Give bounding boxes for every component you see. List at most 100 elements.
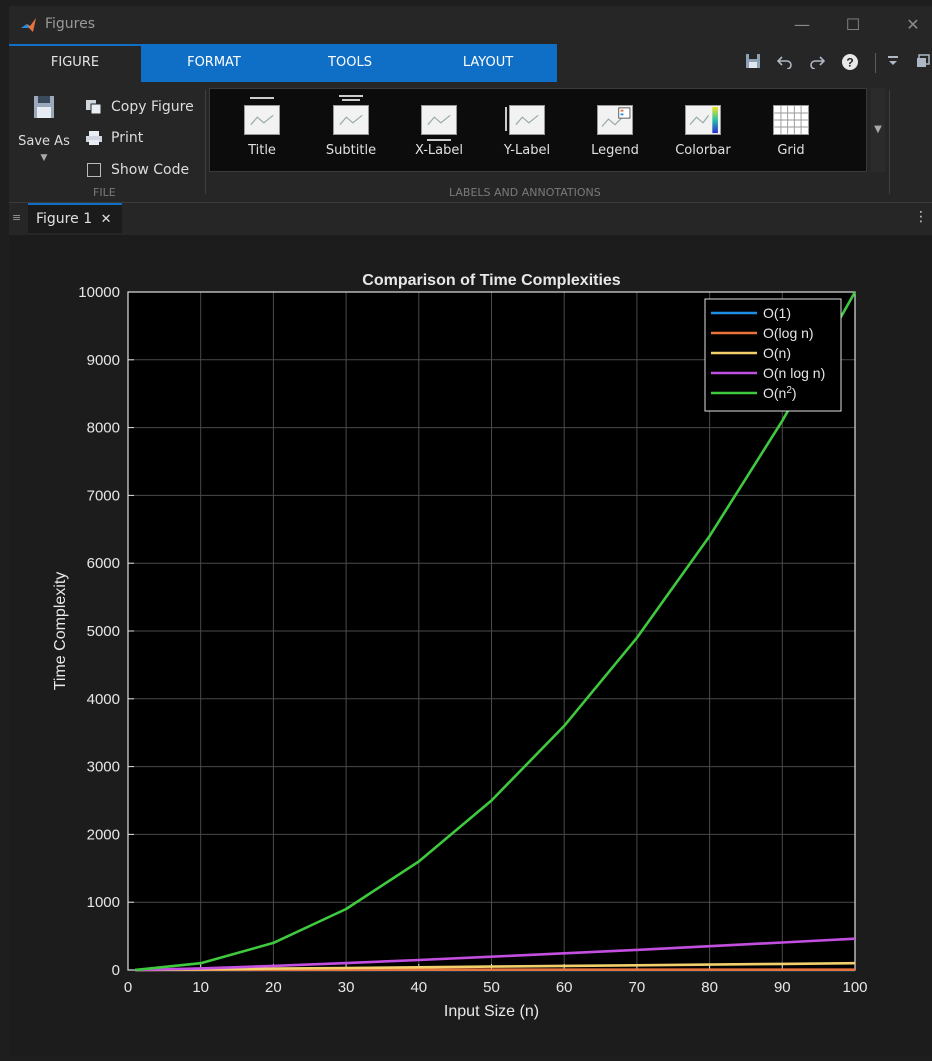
subtitle-button[interactable]: Subtitle bbox=[311, 89, 391, 173]
y-tick-label: 4000 bbox=[87, 691, 120, 708]
title-bar-glyph bbox=[250, 97, 274, 99]
x-tick-label: 40 bbox=[410, 979, 427, 996]
y-label-label: Y-Label bbox=[487, 143, 567, 158]
x-label-bar-glyph bbox=[427, 139, 451, 141]
x-axis-label: Input Size (n) bbox=[444, 1003, 539, 1020]
checkbox-box[interactable] bbox=[87, 163, 101, 177]
redo-icon[interactable] bbox=[806, 53, 828, 73]
tab-figure[interactable]: FIGURE bbox=[9, 44, 141, 82]
show-code-checkbox[interactable]: Show Code bbox=[85, 159, 189, 181]
legend-entry-0: O(1) bbox=[763, 305, 791, 321]
y-label-icon bbox=[509, 105, 545, 135]
tab-tools[interactable]: TOOLS bbox=[285, 44, 415, 82]
ribbon-tab-strip: FIGURE FORMAT TOOLS LAYOUT bbox=[9, 44, 557, 82]
show-code-label: Show Code bbox=[111, 162, 189, 178]
y-tick-label: 1000 bbox=[87, 894, 120, 911]
x-tick-label: 80 bbox=[701, 979, 718, 996]
x-tick-label: 100 bbox=[842, 979, 867, 996]
x-tick-label: 50 bbox=[483, 979, 500, 996]
colorbar-icon bbox=[685, 105, 721, 135]
group-separator-right bbox=[889, 90, 890, 194]
figures-window: Figures — ☐ ✕ FIGURE FORMAT TOOLS LAYOUT… bbox=[9, 6, 932, 1057]
close-icon[interactable]: ✕ bbox=[101, 212, 112, 227]
grid-icon bbox=[773, 105, 809, 135]
copy-icon bbox=[85, 99, 103, 115]
y-label-button[interactable]: Y-Label bbox=[487, 89, 567, 173]
x-tick-label: 0 bbox=[124, 979, 132, 996]
title-label: Title bbox=[222, 143, 302, 158]
maximize-button[interactable]: ☐ bbox=[835, 12, 871, 38]
ribbon: Save As ▼ Copy Figure Print Show Code FI… bbox=[9, 82, 932, 203]
colorbar-label: Colorbar bbox=[663, 143, 743, 158]
y-tick-label: 5000 bbox=[87, 623, 120, 640]
tab-figure-1[interactable]: Figure 1 ✕ bbox=[28, 203, 122, 233]
save-as-label: Save As bbox=[11, 134, 77, 149]
title-button[interactable]: Title bbox=[222, 89, 302, 173]
x-tick-label: 20 bbox=[265, 979, 282, 996]
x-label-icon bbox=[421, 105, 457, 135]
chart-title: Comparison of Time Complexities bbox=[362, 272, 621, 289]
y-tick-label: 9000 bbox=[87, 352, 120, 369]
x-label-button[interactable]: X-Label bbox=[399, 89, 479, 173]
subtitle-bar-glyph bbox=[339, 95, 363, 97]
matlab-icon bbox=[19, 16, 39, 36]
legend-label: Legend bbox=[575, 143, 655, 158]
svg-text:?: ? bbox=[846, 56, 853, 70]
group-separator bbox=[205, 90, 206, 194]
annotations-group-label: LABELS AND ANNOTATIONS bbox=[449, 186, 601, 199]
title-icon bbox=[244, 105, 280, 135]
grid-button[interactable]: Grid bbox=[751, 89, 831, 173]
undock-icon[interactable] bbox=[912, 53, 932, 73]
save-icon[interactable] bbox=[742, 53, 764, 73]
y-tick-label: 8000 bbox=[87, 420, 120, 437]
x-label-label: X-Label bbox=[399, 143, 479, 158]
y-label-bar-glyph bbox=[505, 107, 507, 131]
save-as-icon bbox=[30, 94, 58, 120]
toolbar-divider bbox=[875, 53, 876, 73]
legend-icon bbox=[597, 105, 633, 135]
chevron-down-icon: ▼ bbox=[11, 153, 77, 163]
y-tick-label: 10000 bbox=[78, 284, 120, 301]
y-tick-label: 7000 bbox=[87, 487, 120, 504]
colorbar-button[interactable]: Colorbar bbox=[663, 89, 743, 173]
legend-button[interactable]: Legend bbox=[575, 89, 655, 173]
annotations-gallery: Title Subtitle X-Label Y-Label Legend bbox=[209, 88, 867, 172]
undo-icon[interactable] bbox=[774, 53, 796, 73]
tab-format[interactable]: FORMAT bbox=[149, 44, 279, 82]
x-tick-label: 10 bbox=[192, 979, 209, 996]
close-button[interactable]: ✕ bbox=[895, 12, 931, 38]
print-button[interactable]: Print bbox=[85, 127, 143, 149]
x-tick-label: 90 bbox=[774, 979, 791, 996]
y-tick-label: 2000 bbox=[87, 826, 120, 843]
subtitle-icon bbox=[333, 105, 369, 135]
minimize-button[interactable]: — bbox=[784, 12, 820, 38]
y-tick-label: 0 bbox=[112, 962, 120, 979]
document-menu-icon[interactable]: ≡ bbox=[12, 211, 21, 224]
x-tick-label: 60 bbox=[556, 979, 573, 996]
gallery-expand-button[interactable]: ▼ bbox=[871, 88, 885, 172]
x-tick-label: 70 bbox=[629, 979, 646, 996]
tab-layout[interactable]: LAYOUT bbox=[423, 44, 553, 82]
figure-tab-label: Figure 1 bbox=[36, 211, 92, 227]
copy-figure-label: Copy Figure bbox=[111, 99, 194, 115]
copy-figure-button[interactable]: Copy Figure bbox=[85, 96, 194, 118]
legend-entry-4: O(n2) bbox=[763, 385, 797, 402]
legend-entry-1: O(log n) bbox=[763, 325, 814, 341]
subtitle-label: Subtitle bbox=[311, 143, 391, 158]
y-tick-label: 3000 bbox=[87, 759, 120, 776]
x-tick-label: 30 bbox=[338, 979, 355, 996]
y-axis-label: Time Complexity bbox=[52, 572, 69, 691]
grid-label: Grid bbox=[751, 143, 831, 158]
more-options-icon[interactable]: ⋮ bbox=[914, 209, 928, 225]
ribbon-tab-row: FIGURE FORMAT TOOLS LAYOUT ? bbox=[9, 44, 932, 82]
legend-entry-3: O(n log n) bbox=[763, 365, 825, 381]
help-icon[interactable]: ? bbox=[839, 53, 861, 73]
y-tick-label: 6000 bbox=[87, 555, 120, 572]
dropdown-icon[interactable] bbox=[882, 53, 904, 73]
print-icon bbox=[85, 130, 103, 146]
save-as-button[interactable]: Save As ▼ bbox=[11, 94, 77, 174]
title-bar: Figures — ☐ ✕ bbox=[9, 6, 932, 44]
legend-entry-2: O(n) bbox=[763, 345, 791, 361]
